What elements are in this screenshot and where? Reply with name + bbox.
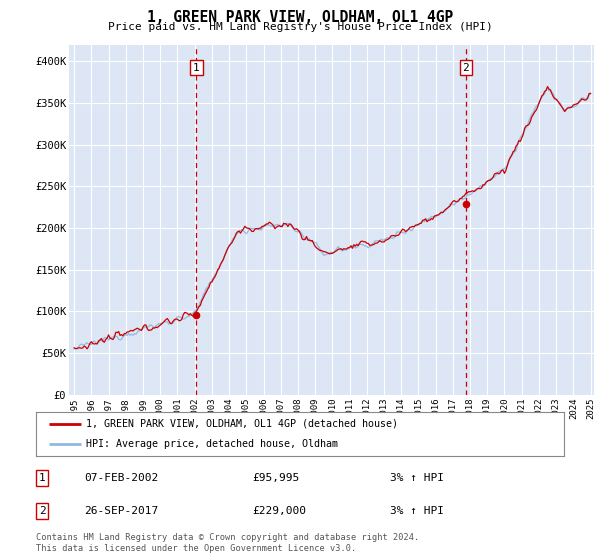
Text: 1, GREEN PARK VIEW, OLDHAM, OL1 4GP: 1, GREEN PARK VIEW, OLDHAM, OL1 4GP [147,10,453,25]
Text: Contains HM Land Registry data © Crown copyright and database right 2024.
This d: Contains HM Land Registry data © Crown c… [36,533,419,553]
Text: 1, GREEN PARK VIEW, OLDHAM, OL1 4GP (detached house): 1, GREEN PARK VIEW, OLDHAM, OL1 4GP (det… [86,419,398,429]
Text: 1: 1 [193,63,200,73]
Text: £229,000: £229,000 [252,506,306,516]
Text: 1: 1 [38,473,46,483]
Text: 26-SEP-2017: 26-SEP-2017 [84,506,158,516]
Text: 2: 2 [38,506,46,516]
Text: £95,995: £95,995 [252,473,299,483]
Text: 3% ↑ HPI: 3% ↑ HPI [390,506,444,516]
Text: 07-FEB-2002: 07-FEB-2002 [84,473,158,483]
Text: Price paid vs. HM Land Registry's House Price Index (HPI): Price paid vs. HM Land Registry's House … [107,22,493,32]
Text: 3% ↑ HPI: 3% ↑ HPI [390,473,444,483]
Text: HPI: Average price, detached house, Oldham: HPI: Average price, detached house, Oldh… [86,439,338,449]
Text: 2: 2 [463,63,469,73]
